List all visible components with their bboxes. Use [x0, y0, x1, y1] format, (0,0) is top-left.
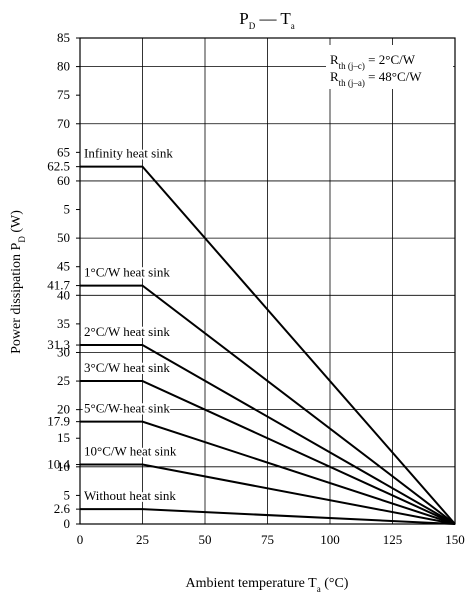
annotation-part: R	[330, 69, 339, 84]
plot-frame	[79, 37, 456, 525]
x-tick-label: 75	[261, 532, 274, 547]
annotation-part: R	[330, 52, 339, 67]
y-tick-label: 10.4	[47, 457, 70, 472]
chart-title: PD — Ta	[239, 9, 295, 31]
series-line	[80, 284, 456, 525]
annotation-part: th (j–a)	[339, 78, 365, 88]
series-label: 10°C/W heat sink	[84, 444, 177, 459]
annotation: Rth (j–a) = 48°C/W	[330, 69, 422, 88]
y-tick-label: 41.7	[47, 278, 70, 293]
x-tick-label: 125	[383, 532, 403, 547]
series-line	[80, 420, 456, 525]
y-tick-label: 30	[57, 344, 70, 359]
series-label: Without heat sink	[84, 488, 176, 503]
x-tick-label: 100	[320, 532, 340, 547]
series-label: Infinity heat sink	[84, 146, 173, 161]
y-axis-label-part: D	[17, 236, 27, 243]
x-tick-label: 25	[136, 532, 149, 547]
y-tick-label: 50	[57, 230, 70, 245]
series-line	[80, 508, 456, 525]
chart-title-part: — T	[255, 9, 291, 28]
y-tick-label: 5	[64, 487, 71, 502]
y-tick-label: 20	[57, 402, 70, 417]
y-tick-label: 40	[57, 287, 70, 302]
x-axis-label-part: a	[317, 584, 321, 594]
y-tick-label: 85	[57, 30, 70, 45]
annotation-box	[326, 45, 453, 89]
y-tick-label: 70	[57, 116, 70, 131]
series-line	[80, 463, 456, 525]
y-axis-label-part: (W)	[9, 210, 24, 236]
chart-title-part: D	[249, 21, 256, 31]
y-axis-label: Power dissipation PD (W)	[9, 210, 27, 354]
x-tick-label: 50	[199, 532, 212, 547]
annotation-part: th (j–c)	[339, 61, 365, 71]
y-tick-label: 31.3	[47, 337, 70, 352]
x-tick-label: 0	[77, 532, 84, 547]
y-tick-label: 5	[64, 202, 71, 217]
series-label: 1°C/W heat sink	[84, 265, 170, 280]
chart-title-part: P	[239, 9, 248, 28]
y-tick-label: 45	[57, 259, 70, 274]
y-tick-label: 35	[57, 316, 70, 331]
y-tick-label: 25	[57, 373, 70, 388]
y-tick-label: 62.5	[47, 159, 70, 174]
annotation: Rth (j–c) = 2°C/W	[330, 52, 416, 71]
annotation-part: = 2°C/W	[365, 52, 416, 67]
y-tick-label: 80	[57, 59, 70, 74]
series-line	[80, 165, 456, 525]
y-axis-label-part: Power dissipation P	[9, 242, 24, 353]
series-line	[80, 344, 456, 525]
annotation-part: = 48°C/W	[365, 69, 422, 84]
y-tick-label: 75	[57, 87, 70, 102]
y-tick-label: 60	[57, 173, 70, 188]
x-axis-label: Ambient temperature Ta (°C)	[186, 576, 349, 594]
y-tick-label: 65	[57, 144, 70, 159]
y-tick-label: 2.6	[54, 501, 71, 516]
x-axis-label-part: Ambient temperature T	[186, 576, 318, 591]
x-tick-label: 150	[445, 532, 465, 547]
series-line	[80, 380, 456, 525]
chart-title-part: a	[291, 21, 295, 31]
series-label: 2°C/W heat sink	[84, 324, 170, 339]
y-tick-label: 0	[64, 516, 71, 531]
series-label: 3°C/W heat sink	[84, 360, 170, 375]
x-axis-label-part: (°C)	[321, 576, 349, 591]
series-label: 5°C/W heat sink	[84, 401, 170, 416]
y-tick-label: 17.9	[47, 414, 70, 429]
y-tick-label: 15	[57, 430, 70, 445]
y-tick-label: 10	[57, 459, 70, 474]
